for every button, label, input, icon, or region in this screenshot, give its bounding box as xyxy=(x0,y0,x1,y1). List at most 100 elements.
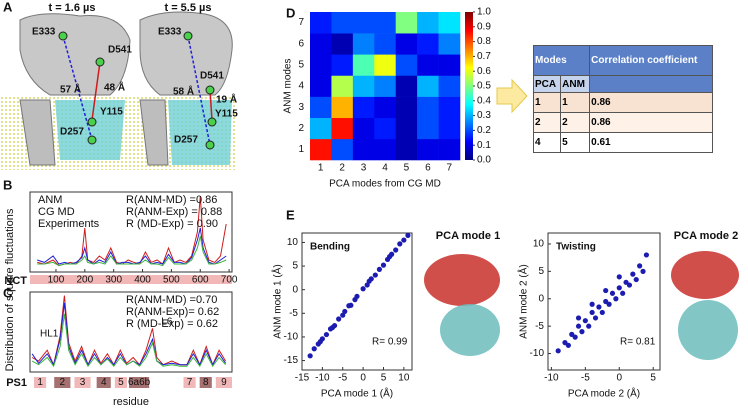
x-tick-label: -5 xyxy=(581,373,590,384)
cell: 4 xyxy=(532,132,562,153)
heat-cell xyxy=(395,138,418,161)
residue-label: D541 xyxy=(200,71,224,82)
heat-cell xyxy=(417,75,439,97)
colorbar-tick-label: 0.4 xyxy=(477,95,491,106)
point xyxy=(620,290,626,296)
point xyxy=(626,282,633,288)
heat-cell xyxy=(438,54,461,76)
point xyxy=(586,323,592,329)
heat-cell xyxy=(352,12,375,34)
residue-marker xyxy=(87,117,97,127)
point xyxy=(368,276,374,282)
x-tick-label: 100 xyxy=(48,275,65,286)
annotation: R(ANM-Exp) = 0.88 xyxy=(126,206,222,218)
panel-label: B xyxy=(3,177,12,192)
annotation: R(ANM-Exp)= 0.62 xyxy=(126,306,219,318)
series-line xyxy=(37,235,227,267)
x-tick-label: -15 xyxy=(295,373,310,384)
heat-cell xyxy=(374,117,397,140)
distance-label: 58 Å xyxy=(173,85,194,98)
heat-cell xyxy=(374,54,397,76)
point xyxy=(640,268,646,274)
x-tick-label: 200 xyxy=(76,275,93,286)
x-tick-label: -5 xyxy=(338,373,347,384)
y-tick-label: -10 xyxy=(284,332,299,343)
legend-entry: CG MD xyxy=(38,206,75,218)
y-tick-label: 6 xyxy=(298,38,304,49)
cell: 5 xyxy=(560,132,591,153)
heat-cell xyxy=(352,117,375,140)
subheader-cell: PCA xyxy=(532,75,562,93)
panel-label: A xyxy=(3,0,13,14)
heat-cell xyxy=(417,96,439,119)
point xyxy=(589,309,595,316)
shared-y-label: Distribution of square fluctuations xyxy=(4,208,16,371)
heat-cell xyxy=(374,96,397,119)
region-label: 4 xyxy=(101,377,107,388)
colorbar-tick-label: 0.5 xyxy=(477,81,491,92)
y-tick-label: 10 xyxy=(533,239,545,250)
residue-label: D257 xyxy=(174,135,198,146)
legend-entry: ANM xyxy=(38,194,62,206)
ps1-left xyxy=(55,100,125,160)
protein-top-right xyxy=(139,11,233,96)
structure-teal xyxy=(440,304,500,356)
heat-cell xyxy=(352,54,375,76)
point xyxy=(346,303,352,309)
x-tick-label: 0 xyxy=(616,373,622,384)
peak-label: HL1 xyxy=(40,329,59,340)
panel-label: C xyxy=(3,285,13,300)
heat-cell xyxy=(331,138,354,161)
y-tick-label: 2 xyxy=(298,123,304,134)
x-tick-label: 6 xyxy=(425,163,431,174)
y-tick-label: 3 xyxy=(298,102,304,113)
annotation: R(ANM-MD) =0.86 xyxy=(126,194,217,206)
residue-marker xyxy=(207,117,217,127)
point xyxy=(630,271,636,277)
heat-cell xyxy=(374,75,397,97)
heat-cell xyxy=(331,33,354,55)
heat-cell xyxy=(352,75,375,97)
heat-cell xyxy=(395,117,418,140)
protein-top-left xyxy=(19,13,131,96)
residue-label: Y115 xyxy=(215,109,238,120)
x-tick-label: 500 xyxy=(163,275,180,286)
point xyxy=(397,241,403,247)
point xyxy=(633,276,639,283)
heat-cell xyxy=(331,96,354,119)
point xyxy=(565,342,571,348)
residue-label: E333 xyxy=(158,27,182,38)
x-tick-label: 5 xyxy=(650,373,656,384)
x-tick-label: 400 xyxy=(134,275,151,286)
region-label: 6a6b xyxy=(128,377,151,388)
colorbar-tick-label: 0.6 xyxy=(477,66,491,77)
y-tick-label: 5 xyxy=(298,59,304,70)
x-axis-label: PCA modes from CG MD xyxy=(329,179,441,190)
point xyxy=(616,285,622,291)
time-label: t = 1.6 µs xyxy=(48,2,95,14)
point xyxy=(319,336,325,342)
heat-cell xyxy=(417,12,439,34)
heat-cell xyxy=(310,96,332,119)
x-tick-label: 600 xyxy=(192,275,209,286)
colorbar-tick-label: 0.3 xyxy=(477,110,491,121)
cell: 0.86 xyxy=(589,112,713,133)
subheader-cell: ANM xyxy=(560,75,591,93)
y-tick-label: 0 xyxy=(292,284,298,295)
track-bar xyxy=(30,275,232,284)
heat-cell xyxy=(395,96,418,119)
region-box xyxy=(183,377,196,388)
residue-marker xyxy=(87,135,97,145)
heat-cell xyxy=(310,75,332,97)
y-tick-label: 5 xyxy=(538,266,544,277)
legend-entry: Experiments xyxy=(38,218,100,230)
y-axis-label: ANM modes xyxy=(283,58,294,113)
panel-label: D xyxy=(286,5,295,20)
distance-arrow xyxy=(209,89,213,121)
colorbar-tick-label: 1.0 xyxy=(477,7,491,18)
region-label: 2 xyxy=(60,377,66,388)
x-axis-label: residue xyxy=(113,396,149,408)
cell: 2 xyxy=(560,112,591,133)
annotation: R (MD-Exp) = 0.90 xyxy=(126,218,218,230)
